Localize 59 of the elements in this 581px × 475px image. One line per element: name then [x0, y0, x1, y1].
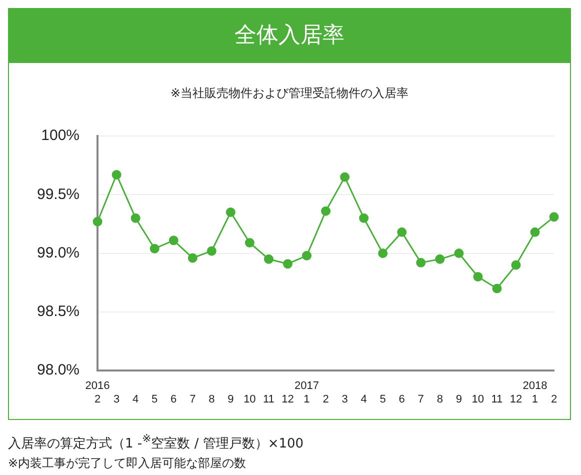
x-tick-label: 12	[282, 393, 294, 406]
x-tick-label: 5	[152, 393, 158, 406]
x-tick-label: 2016 2	[85, 380, 110, 406]
x-tick-label: 10	[472, 393, 484, 406]
point	[188, 253, 198, 263]
x-tick-label: 8	[436, 393, 443, 406]
x-tick-label: 6	[398, 393, 405, 406]
chart-subtitle: ※当社販売物件および管理受託物件の入居率	[169, 85, 410, 102]
point	[435, 254, 445, 264]
x-tick-label: 2	[322, 393, 329, 406]
x-tick-label: 7	[418, 393, 424, 406]
point	[321, 206, 331, 216]
point	[264, 254, 274, 264]
point	[130, 213, 140, 223]
x-tick-label: 8	[208, 393, 215, 406]
point	[168, 236, 178, 246]
x-tick-label: 4	[132, 393, 139, 406]
point	[226, 207, 236, 217]
x-tick-label: 3	[113, 393, 120, 406]
point	[473, 272, 483, 282]
point	[549, 212, 559, 222]
x-tick-label: 12	[510, 393, 522, 406]
x-tick-label: 11	[491, 393, 503, 406]
y-tick-label: 98.5%	[36, 303, 80, 320]
point	[282, 259, 292, 269]
x-tick-label: 4	[360, 393, 367, 406]
chart-title: 全体入居率	[9, 9, 570, 63]
point	[244, 238, 254, 248]
x-tick-label: 5	[380, 393, 386, 406]
point	[378, 248, 388, 258]
y-tick-label: 98.0%	[36, 362, 80, 379]
x-tick-label: 7	[190, 393, 196, 406]
x-tick-label: 6	[170, 393, 177, 406]
point	[511, 260, 521, 270]
point	[92, 216, 102, 226]
point	[359, 213, 369, 223]
point	[302, 250, 312, 260]
point	[206, 246, 216, 256]
point	[150, 244, 160, 254]
x-tick-label: 2017 1	[294, 380, 319, 406]
point	[112, 170, 122, 180]
point	[416, 258, 426, 268]
point	[340, 172, 350, 182]
x-tick-label: 9	[228, 393, 234, 406]
y-tick-label: 99.0%	[36, 244, 80, 262]
x-tick-label: 11	[262, 393, 274, 406]
x-tick-label: 2018 1	[522, 380, 548, 406]
text: 入居率の算定方式（1 -$^{※}$空室数 / 管理戸数）×100	[8, 432, 304, 452]
point	[397, 227, 407, 237]
point	[492, 284, 502, 294]
y-tick-label: 99.5%	[36, 186, 80, 203]
point	[530, 227, 540, 237]
x-tick-label: 2	[550, 393, 558, 406]
x-tick-label: 10	[244, 393, 256, 406]
point	[454, 248, 464, 258]
text: ※内装工事が完了して即入居可能な部屋の数	[8, 455, 248, 472]
y-tick-label: 100%	[41, 127, 80, 144]
x-tick-label: 9	[456, 393, 462, 406]
x-tick-label: 3	[342, 393, 348, 406]
